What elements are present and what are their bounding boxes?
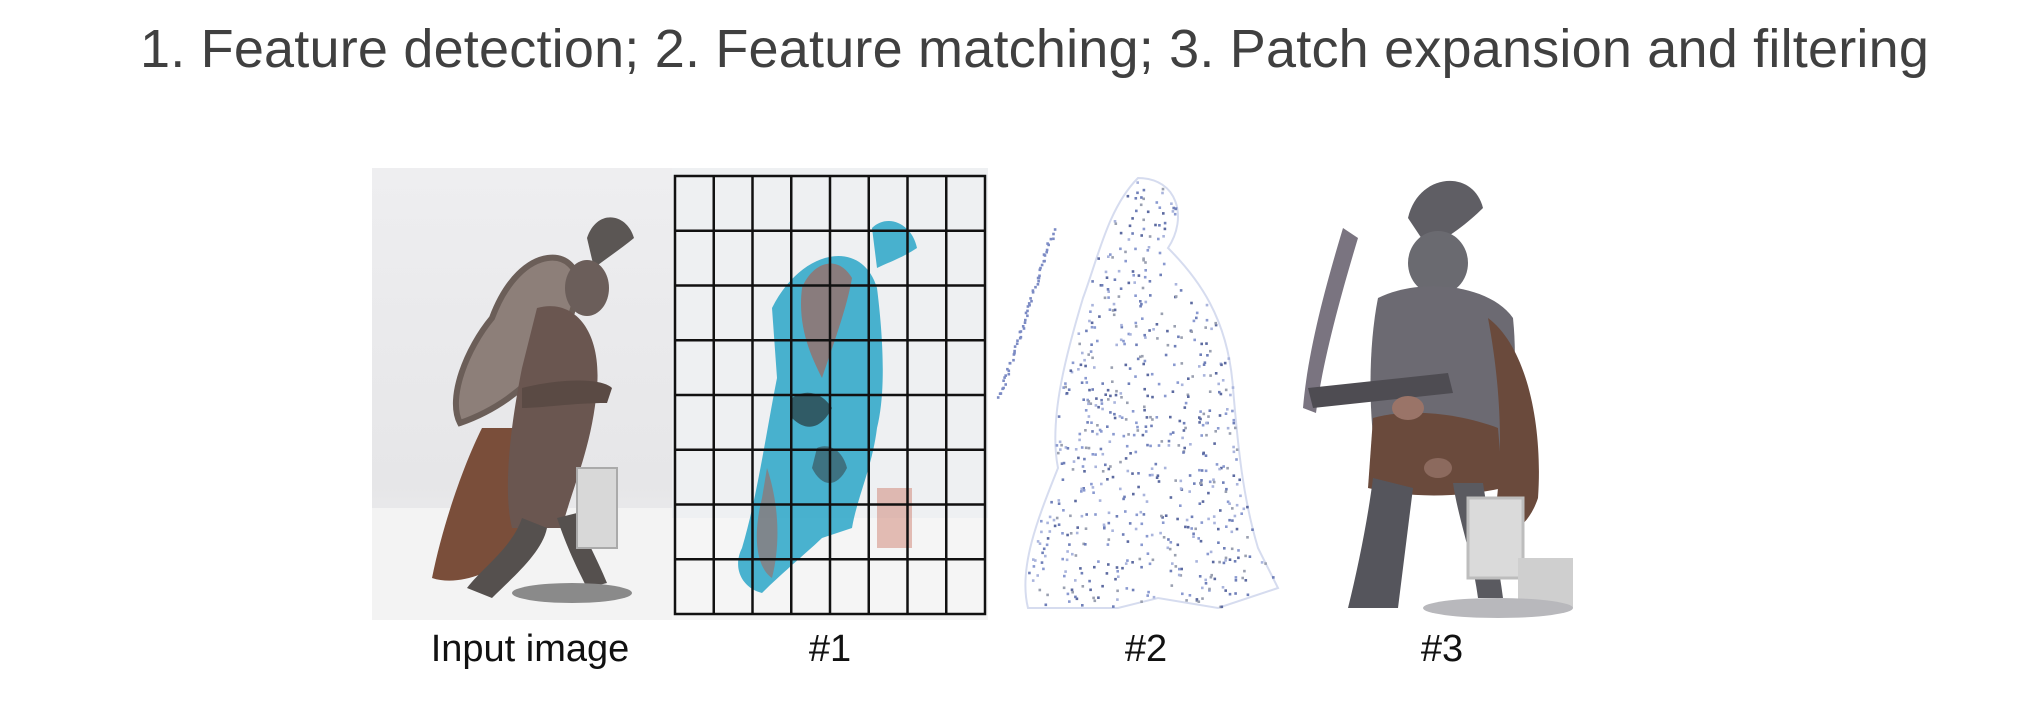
input-image-panel xyxy=(372,168,672,620)
grid-overlay xyxy=(673,174,987,616)
point-cloud-points xyxy=(996,181,1275,609)
feature-detection-panel xyxy=(672,168,988,620)
figure-title: 1. Feature detection; 2. Feature matchin… xyxy=(140,19,1930,79)
caption-input-image: Input image xyxy=(430,628,630,670)
feature-matching-panel xyxy=(988,168,1288,620)
dense-reconstruction xyxy=(1303,180,1573,618)
caption-step-3: #3 xyxy=(1420,628,1464,670)
sparse-point-cloud xyxy=(996,176,1280,610)
caption-step-2: #2 xyxy=(1124,628,1168,670)
caption-step-1: #1 xyxy=(808,628,852,670)
feature-detection-image xyxy=(672,168,988,620)
input-image xyxy=(372,168,672,620)
patch-expansion-panel xyxy=(1288,168,1588,620)
